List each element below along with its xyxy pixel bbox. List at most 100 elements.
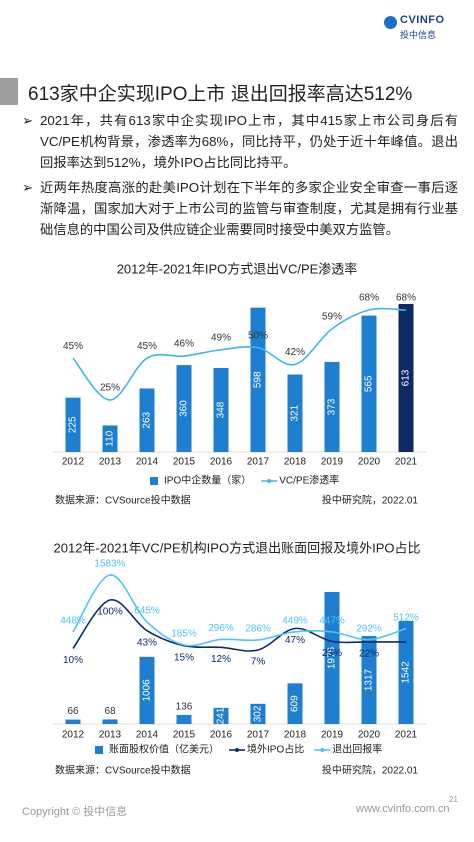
bar-value-label: 241: [216, 707, 227, 724]
line-value-label: 12%: [211, 654, 231, 665]
credit: 投中研究院，2022.01: [322, 494, 419, 507]
line-value-label: 49%: [211, 332, 231, 343]
legend-label: 退出回报率: [332, 743, 382, 756]
x-tick-label: 2013: [99, 457, 122, 468]
legend-label: 境外IPO占比: [247, 743, 304, 756]
bullet-text: 2021年，共有613家中企实现IPO上市，其中415家上市公司身后有VC/PE…: [40, 113, 458, 170]
bar-value-label: 263: [142, 411, 153, 428]
bar-value-label: 565: [364, 375, 375, 392]
x-tick-label: 2017: [247, 457, 270, 468]
x-tick-label: 2012: [62, 730, 85, 741]
section-title: 613家中企实现IPO上市 退出回报率高达512%: [28, 84, 413, 105]
line-value-label: 286%: [245, 624, 271, 635]
legend-label: VC/PE渗透率: [279, 474, 339, 487]
x-tick-label: 2018: [284, 730, 307, 741]
x-tick-label: 2014: [136, 730, 159, 741]
line-value-label: 43%: [137, 637, 157, 648]
bar: [176, 365, 192, 452]
legend-swatch: [95, 746, 103, 754]
page-number: 21: [449, 795, 458, 804]
bar: [324, 361, 340, 452]
x-tick-label: 2015: [173, 730, 196, 741]
bar: [139, 388, 155, 452]
bar-value-label: 1317: [364, 668, 375, 691]
legend-label: 账面股权价值（亿美元）: [109, 743, 219, 756]
bar: [361, 315, 377, 452]
line-value-label: 7%: [251, 657, 266, 668]
bar: [250, 703, 266, 724]
bullet-mark: ➢: [22, 113, 34, 128]
line-value-label: 512%: [393, 612, 419, 623]
line-value-label: 68%: [359, 293, 379, 304]
bullet-mark: ➢: [22, 180, 34, 195]
x-tick-label: 2017: [247, 730, 270, 741]
line-value-label: 100%: [97, 607, 123, 618]
line-value-label: 42%: [285, 347, 305, 358]
bar: [65, 397, 81, 452]
bar: [398, 304, 414, 452]
line-value-label: 1583%: [94, 559, 125, 570]
logo-brand: CVINFO: [400, 14, 445, 26]
bullet-text: 近两年热度高涨的赴美IPO计划在下半年的多家企业安全审查一事后逐渐降温，国家加大…: [40, 180, 458, 237]
line-value-label: 296%: [208, 623, 234, 634]
x-tick-label: 2021: [395, 730, 418, 741]
bar-value-label: 1976: [327, 646, 338, 669]
bar: [102, 425, 118, 452]
bar: [176, 714, 192, 724]
logo-icon: [384, 16, 397, 29]
line-value-label: 59%: [322, 311, 342, 322]
x-tick-label: 2020: [358, 730, 381, 741]
line-value-label: 68%: [396, 293, 416, 304]
bar: [65, 719, 81, 724]
line-value-label: 447%: [319, 616, 345, 627]
bar-value-label: 348: [216, 401, 227, 418]
source: 数据来源：CVSource投中数据: [55, 494, 191, 507]
credit: 投中研究院，2022.01: [322, 764, 419, 777]
bar-value-label: 1006: [142, 679, 153, 702]
x-tick-label: 2016: [210, 730, 233, 741]
x-tick-label: 2021: [395, 457, 418, 468]
legend-label: IPO中企数量（家）: [164, 474, 251, 487]
line-value-label: 645%: [134, 606, 160, 617]
x-tick-label: 2020: [358, 457, 381, 468]
bullet: ➢ 近两年热度高涨的赴美IPO计划在下半年的多家企业安全审查一事后逐渐降温，国家…: [22, 177, 458, 240]
bar-value-label: 66: [67, 706, 79, 717]
x-tick-label: 2013: [99, 730, 122, 741]
x-tick-label: 2012: [62, 457, 85, 468]
line-value-label: 448%: [60, 615, 86, 626]
bullet: ➢ 2021年，共有613家中企实现IPO上市，其中415家上市公司身后有VC/…: [22, 110, 458, 173]
chart-title: 2012年-2021年VC/PE机构IPO方式退出账面回报及境外IPO占比: [54, 540, 421, 555]
x-tick-label: 2018: [284, 457, 307, 468]
x-tick-label: 2016: [210, 457, 233, 468]
line: [72, 574, 407, 647]
bar: [287, 374, 303, 452]
line-value-label: 50%: [248, 330, 268, 341]
bar-value-label: 613: [401, 369, 412, 386]
bar-value-label: 110: [105, 430, 116, 446]
line-value-label: 292%: [356, 623, 382, 634]
bar: [213, 367, 229, 452]
line-value-label: 25%: [100, 383, 120, 394]
bar-value-label: 1542: [401, 661, 412, 684]
line: [72, 307, 407, 401]
bar: [139, 656, 155, 724]
x-tick-label: 2014: [136, 457, 159, 468]
source: 数据来源：CVSource投中数据: [55, 764, 191, 777]
chart-title: 2012年-2021年IPO方式退出VC/PE渗透率: [117, 261, 358, 276]
line-value-label: 23%: [322, 648, 342, 659]
line-value-label: 22%: [359, 649, 379, 660]
bar: [361, 636, 377, 724]
bar-value-label: 598: [253, 371, 264, 388]
x-tick-label: 2019: [321, 457, 344, 468]
bar-value-label: 609: [290, 695, 301, 712]
x-tick-label: 2019: [321, 730, 344, 741]
line-value-label: 47%: [285, 635, 305, 646]
line-value-label: 46%: [174, 339, 194, 350]
line-value-label: 449%: [282, 615, 308, 626]
x-tick-label: 2015: [173, 457, 196, 468]
footer-site: www.cvinfo.com.cn: [356, 803, 450, 815]
bar-value-label: 136: [176, 702, 193, 713]
bar: [213, 707, 229, 724]
